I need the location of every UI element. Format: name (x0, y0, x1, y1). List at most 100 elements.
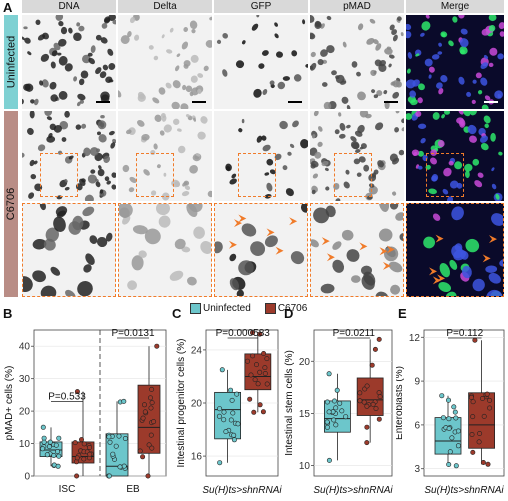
nucleus (27, 51, 32, 56)
nucleus (438, 88, 444, 95)
nucleus (432, 112, 440, 120)
nucleus (97, 120, 107, 130)
nucleus (61, 137, 67, 142)
nucleus (251, 23, 259, 31)
y-tick-label: 20 (19, 407, 31, 418)
data-point (149, 445, 155, 451)
nucleus (339, 122, 346, 131)
nucleus (222, 69, 228, 77)
nucleus (351, 142, 360, 150)
data-point (480, 460, 486, 466)
nucleus (439, 262, 451, 278)
row-label-uninfected: Uninfected (4, 15, 18, 109)
data-point (154, 343, 160, 349)
nucleus (95, 34, 102, 41)
nucleus (467, 124, 477, 135)
data-point (364, 403, 370, 409)
nucleus (129, 176, 137, 183)
nucleus (318, 126, 323, 132)
nucleus (334, 129, 340, 135)
nucleus (64, 63, 73, 72)
nucleus (346, 124, 351, 129)
nucleus (216, 39, 222, 44)
data-point (455, 428, 461, 434)
nucleus (395, 212, 403, 221)
nucleus (456, 182, 463, 189)
y-tick-label: 9 (414, 377, 420, 388)
data-point (470, 399, 476, 405)
nucleus (161, 115, 167, 122)
nucleus (446, 196, 454, 201)
y-tick-label: 24 (191, 345, 203, 356)
zoom-region-box (426, 153, 464, 197)
nucleus (375, 43, 382, 51)
data-point (247, 396, 253, 402)
data-point (231, 437, 237, 443)
nucleus (102, 64, 109, 71)
nucleus (371, 89, 376, 94)
nucleus (30, 173, 37, 180)
nucleus (290, 251, 305, 265)
nucleus (449, 180, 459, 189)
nucleus (391, 81, 396, 86)
nucleus (310, 51, 316, 58)
image-uninfected-pmad (310, 15, 404, 109)
nucleus (276, 51, 283, 58)
nucleus (394, 127, 400, 133)
data-point (254, 362, 260, 368)
data-point (376, 336, 382, 342)
arrowhead-marker (379, 247, 388, 256)
nucleus (189, 20, 198, 30)
nucleus (413, 151, 418, 157)
nucleus (131, 255, 144, 271)
arrowhead-marker (321, 237, 330, 246)
nucleus (200, 116, 208, 124)
nucleus (494, 90, 503, 99)
nucleus (207, 190, 212, 198)
nucleus (55, 206, 68, 217)
column-header-pmad: pMAD (310, 0, 404, 13)
nucleus (191, 28, 196, 34)
nucleus (400, 32, 404, 37)
p-value-label: P=0.112 (446, 328, 483, 339)
nucleus (269, 80, 275, 86)
nucleus (432, 213, 441, 221)
nucleus (464, 170, 470, 179)
nucleus (78, 25, 85, 32)
nucleus (73, 32, 82, 42)
nucleus (90, 45, 96, 53)
nucleus (363, 164, 370, 172)
nucleus (366, 37, 375, 45)
row-label-c6706: C6706 (4, 111, 18, 297)
nucleus (76, 101, 81, 107)
nucleus (75, 124, 82, 130)
data-point (148, 405, 154, 411)
nucleus (466, 91, 472, 97)
nucleus (300, 204, 307, 213)
nucleus (311, 134, 316, 139)
nucleus (238, 260, 254, 276)
nucleus (256, 15, 260, 18)
nucleus (197, 89, 202, 94)
nucleus (428, 188, 437, 195)
image-c6706-merge (406, 111, 504, 201)
data-point (261, 350, 267, 356)
nucleus (477, 90, 483, 95)
nucleus (335, 74, 345, 84)
data-point (87, 451, 93, 457)
nucleus (118, 89, 122, 98)
chart-d-stem-boxplot: 10 15 20 Intestinal stem cells (%) P=0.0211 S… (284, 328, 393, 496)
data-point (370, 401, 376, 407)
nucleus (23, 276, 33, 293)
nucleus (338, 112, 342, 117)
nucleus (120, 35, 130, 45)
data-point (250, 330, 256, 336)
data-point (142, 402, 148, 408)
data-point (140, 415, 146, 421)
nucleus (81, 123, 87, 129)
data-point (219, 367, 225, 373)
data-point (333, 422, 339, 428)
nucleus (440, 75, 448, 83)
nucleus (397, 16, 402, 21)
nucleus (350, 136, 357, 142)
